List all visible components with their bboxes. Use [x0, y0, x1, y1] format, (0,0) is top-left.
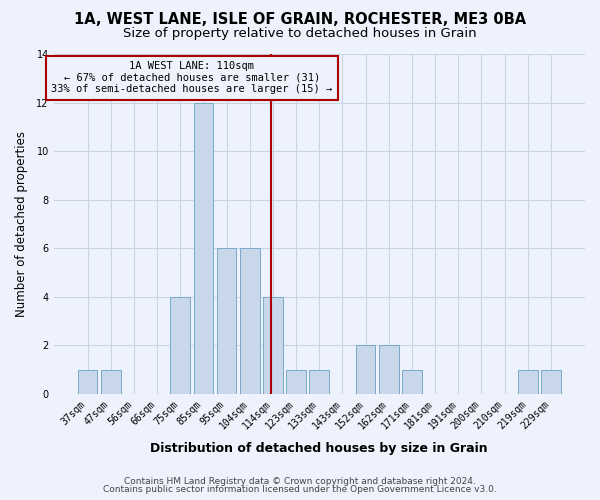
Text: 1A, WEST LANE, ISLE OF GRAIN, ROCHESTER, ME3 0BA: 1A, WEST LANE, ISLE OF GRAIN, ROCHESTER,… — [74, 12, 526, 28]
Bar — [263, 297, 283, 394]
Bar — [356, 346, 376, 394]
Bar — [310, 370, 329, 394]
Bar — [240, 248, 260, 394]
Bar — [170, 297, 190, 394]
Bar — [217, 248, 236, 394]
Bar — [402, 370, 422, 394]
Text: Contains public sector information licensed under the Open Government Licence v3: Contains public sector information licen… — [103, 485, 497, 494]
Bar — [101, 370, 121, 394]
Bar — [78, 370, 97, 394]
Y-axis label: Number of detached properties: Number of detached properties — [15, 131, 28, 317]
Text: 1A WEST LANE: 110sqm
← 67% of detached houses are smaller (31)
33% of semi-detac: 1A WEST LANE: 110sqm ← 67% of detached h… — [51, 62, 332, 94]
X-axis label: Distribution of detached houses by size in Grain: Distribution of detached houses by size … — [151, 442, 488, 455]
Text: Size of property relative to detached houses in Grain: Size of property relative to detached ho… — [123, 28, 477, 40]
Bar — [379, 346, 398, 394]
Bar — [286, 370, 306, 394]
Text: Contains HM Land Registry data © Crown copyright and database right 2024.: Contains HM Land Registry data © Crown c… — [124, 477, 476, 486]
Bar — [518, 370, 538, 394]
Bar — [541, 370, 561, 394]
Bar — [194, 102, 213, 394]
